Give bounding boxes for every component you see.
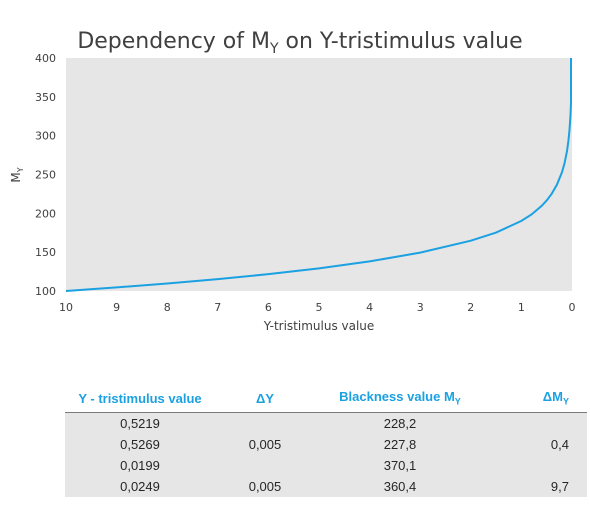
cell-blackness: 228,2: [383, 416, 417, 431]
x-tick-label: 3: [417, 301, 424, 314]
measurement-table: Y - tristimulus value ΔY Blackness value…: [65, 384, 587, 497]
y-tick-label: 200: [35, 207, 56, 220]
cell-delta-y: [215, 413, 315, 435]
x-tick-label: 1: [518, 301, 525, 314]
x-tick-label: 7: [214, 301, 221, 314]
cell-delta-y: 0,005: [248, 437, 282, 452]
x-tick-label: 0: [569, 301, 576, 314]
table-row: 0,0249 0,005 360,4 9,7: [65, 476, 587, 497]
y-tick-label: 100: [35, 285, 56, 298]
table-row: 0,0199 370,1: [65, 455, 587, 476]
cell-delta-y: 0,005: [248, 479, 282, 494]
x-tick-label: 4: [366, 301, 373, 314]
header-blackness-value: Blackness value MY: [315, 384, 485, 413]
cell-y-value: 0,0249: [120, 479, 160, 494]
chart: Dependency of MY on Y-tristimulus value …: [9, 29, 576, 333]
table-row: 0,5219 228,2: [65, 412, 587, 435]
header-delta-my: ΔMY: [485, 384, 587, 413]
y-tick-label: 350: [35, 91, 56, 104]
cell-delta-my: 0,4: [550, 437, 569, 452]
y-axis-title-subscript: Y: [16, 167, 25, 173]
x-axis-title: Y-tristimulus value: [263, 319, 375, 333]
x-tick-label: 10: [59, 301, 73, 314]
y-tick-label: 400: [35, 52, 56, 65]
x-tick-label: 6: [265, 301, 272, 314]
y-axis-ticks: 100 150 200 250 300 350 400: [35, 52, 56, 298]
y-tick-label: 150: [35, 246, 56, 259]
cell-delta-y: [215, 455, 315, 476]
y-tick-label: 300: [35, 130, 56, 143]
cell-blackness: 370,1: [383, 458, 417, 473]
cell-blackness: 227,8: [383, 437, 417, 452]
chart-title-subscript: Y: [269, 41, 279, 57]
x-tick-label: 2: [467, 301, 474, 314]
cell-delta-my: [485, 413, 587, 435]
plot-area: [66, 58, 572, 291]
x-tick-label: 5: [316, 301, 323, 314]
cell-blackness: 360,4: [383, 479, 417, 494]
x-tick-label: 9: [113, 301, 120, 314]
chart-title: Dependency of MY on Y-tristimulus value: [77, 29, 522, 57]
table-row: 0,5269 0,005 227,8 0,4: [65, 434, 587, 455]
chart-title-suffix: on Y-tristimulus value: [279, 29, 523, 54]
header-delta-y: ΔY: [215, 384, 315, 413]
cell-delta-my: 9,7: [550, 479, 569, 494]
table-header-row: Y - tristimulus value ΔY Blackness value…: [65, 384, 587, 413]
cell-y-value: 0,0199: [120, 458, 160, 473]
x-axis-ticks: 10 9 8 7 6 5 4 3 2 1 0: [59, 301, 576, 314]
header-y-tristimulus: Y - tristimulus value: [65, 384, 215, 413]
cell-y-value: 0,5219: [120, 416, 160, 431]
cell-delta-my: [485, 455, 587, 476]
x-tick-label: 8: [164, 301, 171, 314]
cell-y-value: 0,5269: [120, 437, 160, 452]
y-tick-label: 250: [35, 169, 56, 182]
y-axis-title: MY: [9, 167, 25, 182]
series-line-my: [65, 57, 573, 292]
